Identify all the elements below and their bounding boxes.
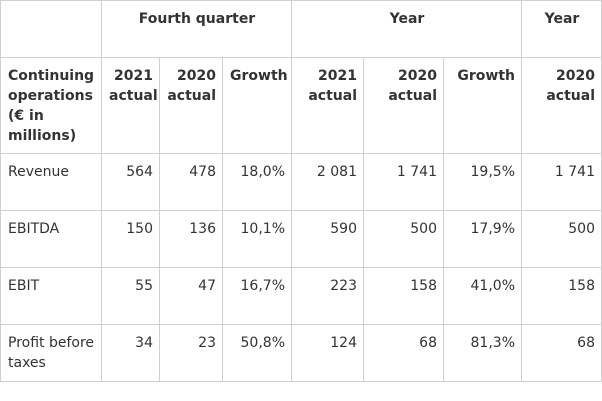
q-2020-header: 2020 actual (159, 57, 223, 154)
y-growth-value: 19,5% (443, 153, 522, 211)
prior-2020-header: 2020 actual (521, 57, 602, 154)
row-label: EBIT (0, 267, 102, 325)
table-row: Profit before taxes 34 23 50,8% 124 68 81,3% 68 (0, 324, 602, 382)
y-2020-header: 2020 actual (363, 57, 444, 154)
q-2021-value: 564 (101, 153, 160, 211)
year-header: Year (291, 0, 522, 58)
q-2020-value: 47 (159, 267, 223, 325)
group-header-row: Fourth quarter Year Year (0, 0, 602, 58)
q-2020-value: 478 (159, 153, 223, 211)
row-label: EBITDA (0, 210, 102, 268)
table-row: EBITDA 150 136 10,1% 590 500 17,9% 500 (0, 210, 602, 268)
row-label: Revenue (0, 153, 102, 211)
q-2021-value: 150 (101, 210, 160, 268)
y-2021-value: 590 (291, 210, 364, 268)
y-growth-value: 81,3% (443, 324, 522, 382)
q-growth-value: 10,1% (222, 210, 292, 268)
prior-year-header: Year (521, 0, 602, 58)
y-2021-value: 223 (291, 267, 364, 325)
q-2021-value: 34 (101, 324, 160, 382)
row-label: Profit before taxes (0, 324, 102, 382)
y-growth-value: 41,0% (443, 267, 522, 325)
prior-2020-value: 500 (521, 210, 602, 268)
y-growth-value: 17,9% (443, 210, 522, 268)
prior-2020-value: 1 741 (521, 153, 602, 211)
q-2020-value: 136 (159, 210, 223, 268)
financial-results-table: Fourth quarter Year Year Continuing oper… (0, 0, 602, 382)
q-growth-header: Growth (222, 57, 292, 154)
q-growth-value: 16,7% (222, 267, 292, 325)
column-header-row: Continuing operations (€ in millions) 20… (0, 57, 602, 154)
y-growth-header: Growth (443, 57, 522, 154)
table-row: Revenue 564 478 18,0% 2 081 1 741 19,5% 1 741 (0, 153, 602, 211)
q-2021-header: 2021 actual (101, 57, 160, 154)
q-growth-value: 18,0% (222, 153, 292, 211)
empty-corner-cell (0, 0, 102, 58)
table-row: EBIT 55 47 16,7% 223 158 41,0% 158 (0, 267, 602, 325)
y-2021-value: 2 081 (291, 153, 364, 211)
prior-2020-value: 68 (521, 324, 602, 382)
y-2020-value: 158 (363, 267, 444, 325)
y-2020-value: 500 (363, 210, 444, 268)
y-2021-header: 2021 actual (291, 57, 364, 154)
fourth-quarter-header: Fourth quarter (101, 0, 292, 58)
y-2020-value: 68 (363, 324, 444, 382)
y-2020-value: 1 741 (363, 153, 444, 211)
y-2021-value: 124 (291, 324, 364, 382)
q-growth-value: 50,8% (222, 324, 292, 382)
q-2021-value: 55 (101, 267, 160, 325)
prior-2020-value: 158 (521, 267, 602, 325)
row-label-header: Continuing operations (€ in millions) (0, 57, 102, 154)
q-2020-value: 23 (159, 324, 223, 382)
